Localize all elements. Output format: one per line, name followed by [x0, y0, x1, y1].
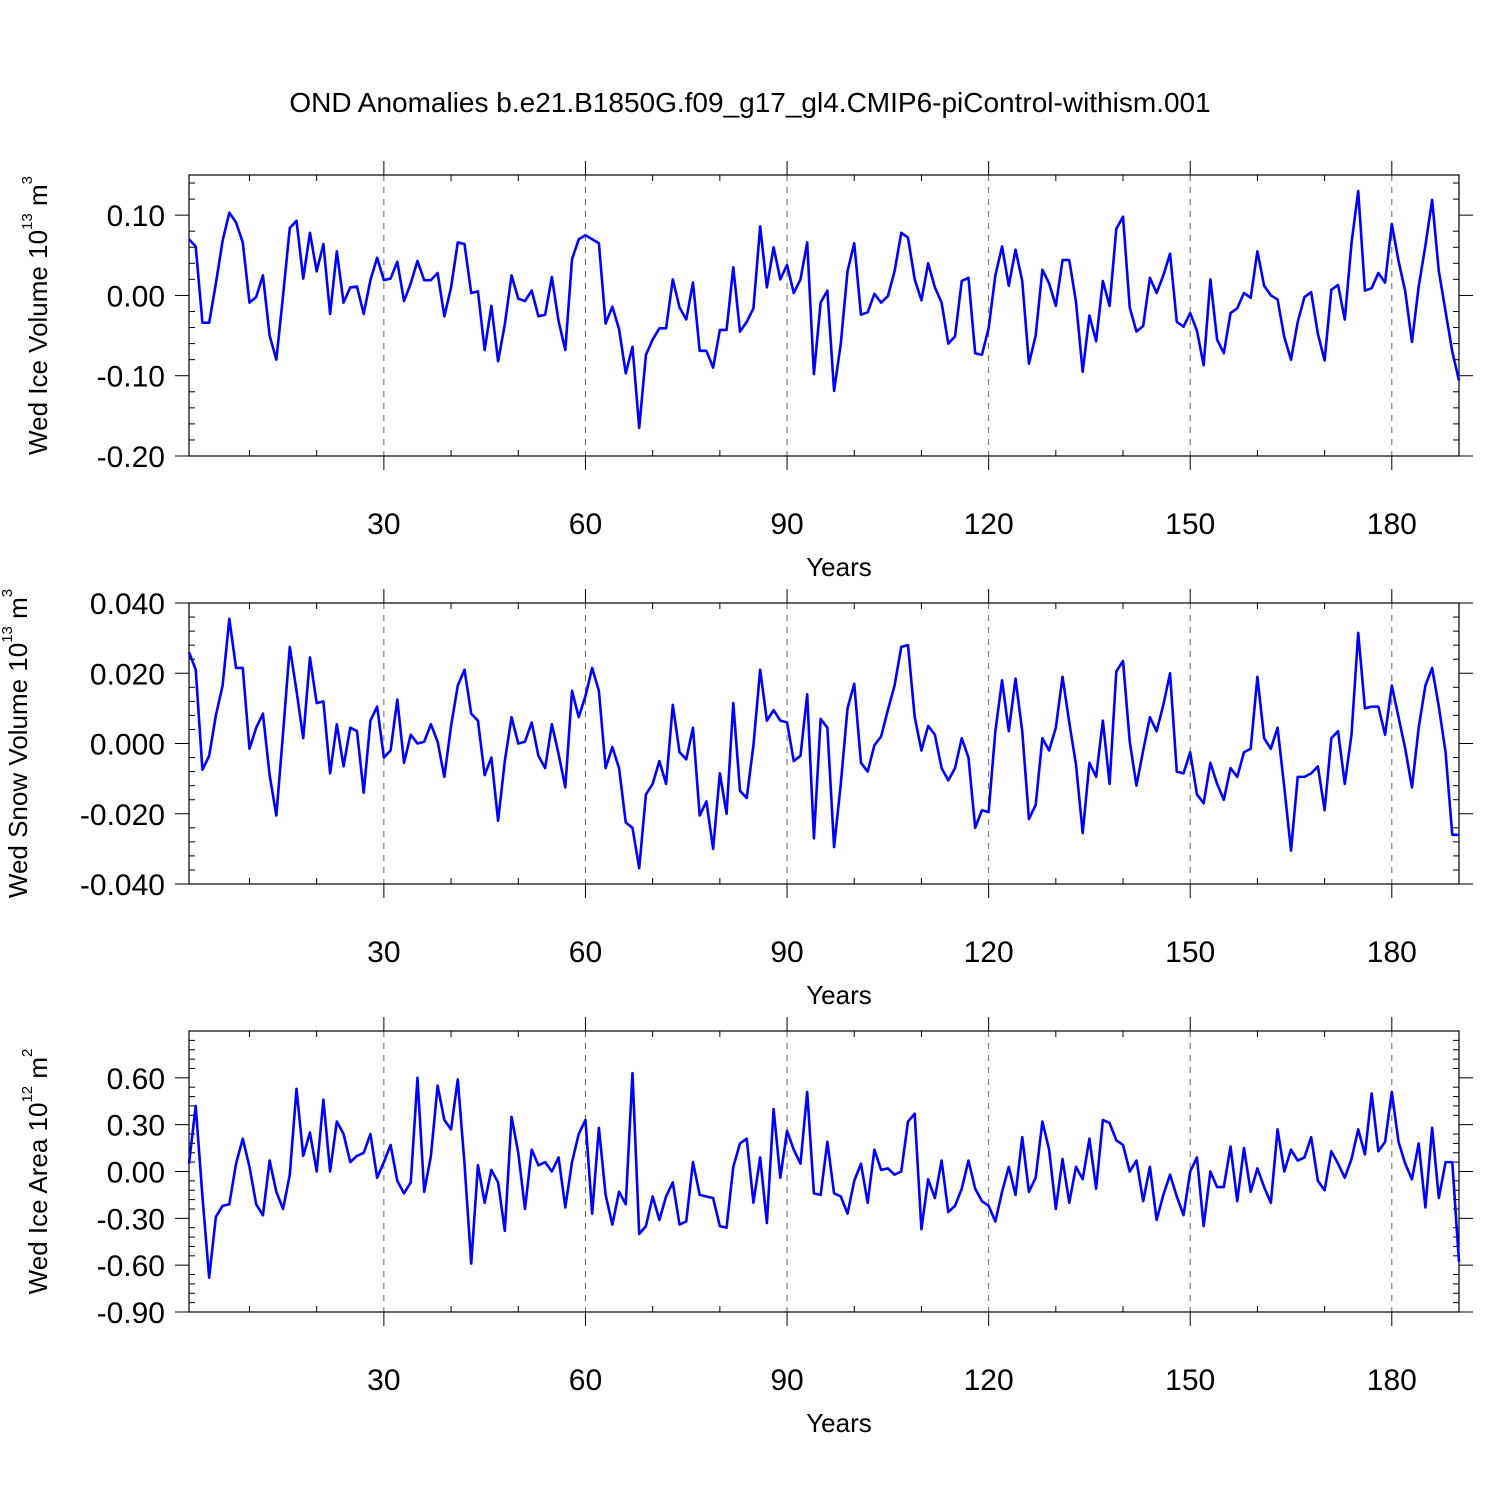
x-tick-label: 60 [569, 936, 602, 969]
y-label-main: Wed Ice Volume 10 [23, 230, 53, 455]
y-tick-label: -0.020 [80, 799, 165, 832]
plot-frame [188, 602, 1460, 885]
y-label-unit-exponent: 3 [19, 176, 36, 184]
y-tick-label: 0.00 [107, 280, 165, 313]
chart-title: OND Anomalies b.e21.B1850G.f09_g17_gl4.C… [289, 87, 1210, 118]
series-line [188, 189, 1461, 430]
y-tick-label: -0.90 [97, 1297, 165, 1330]
y-tick-label: -0.040 [80, 869, 165, 902]
x-tick-label: 180 [1367, 936, 1417, 969]
y-label-unit: m [23, 1057, 53, 1086]
y-label-unit-exponent: 2 [19, 1049, 36, 1057]
y-label-exponent: 13 [0, 626, 16, 643]
x-tick-label: 30 [367, 936, 400, 969]
y-tick-label: 0.020 [90, 658, 165, 691]
y-tick-label: -0.10 [97, 361, 165, 394]
y-label-unit: m [23, 184, 53, 213]
series-line [187, 617, 1459, 870]
y-label-main: Wed Snow Volume 10 [3, 643, 33, 898]
panel-ice-area: 30 60 90 120 150 180 0.60 0.30 0.00 -0.30 -0.60 -0.… [19, 1017, 1473, 1438]
y-axis-label: Wed Ice Area 1012 m2 [19, 1049, 53, 1295]
x-tick-label: 120 [964, 508, 1014, 541]
x-tick-label: 30 [367, 1364, 400, 1397]
y-tick-label: 0.040 [90, 588, 165, 621]
y-label-exponent: 13 [19, 213, 36, 230]
x-tick-label: 150 [1165, 508, 1215, 541]
x-tick-label: 30 [367, 508, 400, 541]
y-tick-label: -0.20 [97, 441, 165, 474]
y-axis-label: Wed Snow Volume 1013 m3 [0, 589, 33, 898]
x-tick-label: 90 [770, 508, 803, 541]
x-axis-label: Years [806, 1408, 872, 1438]
x-tick-label: 150 [1165, 936, 1215, 969]
x-tick-label: 120 [964, 1364, 1014, 1397]
x-tick-label: 60 [569, 1364, 602, 1397]
y-label-exponent: 12 [19, 1086, 36, 1103]
y-label-unit: m [3, 597, 33, 626]
plot-frame [188, 174, 1460, 457]
y-tick-label: 0.00 [107, 1157, 165, 1190]
series-line [187, 1071, 1461, 1279]
y-axis-label: Wed Ice Volume 1013 m3 [19, 176, 53, 455]
x-tick-label: 120 [964, 936, 1014, 969]
x-tick-label: 60 [569, 508, 602, 541]
x-tick-label: 90 [770, 936, 803, 969]
x-tick-label: 150 [1165, 1364, 1215, 1397]
x-tick-label: 180 [1367, 508, 1417, 541]
y-tick-label: 0.30 [107, 1110, 165, 1143]
x-tick-label: 180 [1367, 1364, 1417, 1397]
y-tick-label: 0.000 [90, 729, 165, 762]
y-tick-label: -0.30 [97, 1203, 165, 1236]
x-axis-label: Years [806, 980, 872, 1010]
panel-ice-volume: 30 60 90 120 150 180 0.10 0.00 -0.10 -0.20 Years We… [19, 161, 1473, 582]
y-label-main: Wed Ice Area 10 [23, 1103, 53, 1295]
chart-panels: 30 60 90 120 150 180 0.10 0.00 -0.10 -0.20 Years We… [0, 161, 1473, 1438]
x-axis-label: Years [806, 552, 872, 582]
y-label-unit-exponent: 3 [0, 589, 16, 597]
y-tick-label: -0.60 [97, 1250, 165, 1283]
y-tick-label: 0.60 [107, 1063, 165, 1096]
panel-snow-volume: 30 60 90 120 150 180 0.040 0.020 0.000 -0.020 -0.0… [0, 588, 1473, 1010]
y-tick-label: 0.10 [107, 200, 165, 233]
x-tick-label: 90 [770, 1364, 803, 1397]
plot-frame [188, 1030, 1460, 1313]
